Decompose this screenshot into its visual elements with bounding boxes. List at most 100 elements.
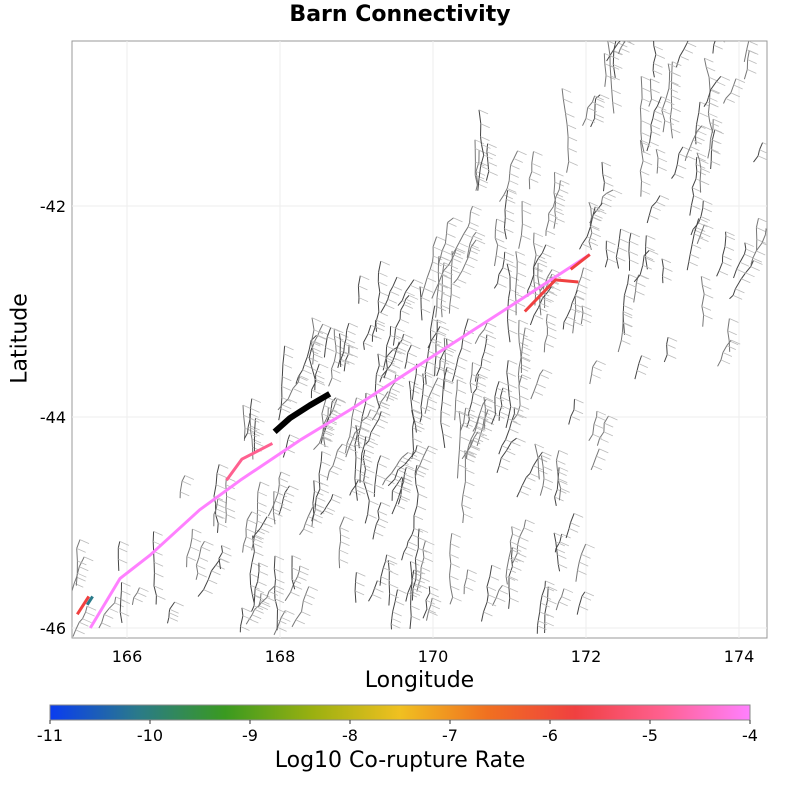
- fault-dip-tick: [558, 478, 568, 483]
- fault-dip-tick: [351, 417, 361, 423]
- fault-dip-tick: [332, 465, 343, 471]
- fault-dip-tick: [251, 438, 262, 444]
- fault-dip-tick: [497, 283, 507, 288]
- fault-dip-tick: [404, 464, 414, 470]
- fault-dip-tick: [388, 559, 398, 565]
- fault-dip-tick: [508, 383, 518, 389]
- fault-dip-tick: [661, 96, 671, 101]
- fault-dip-tick: [611, 89, 621, 95]
- fault-dip-tick: [318, 473, 329, 479]
- fault-dip-tick: [446, 366, 457, 372]
- fault-dip-tick: [340, 534, 350, 540]
- fault-dip-tick: [469, 382, 480, 388]
- fault-dip-tick: [254, 609, 264, 614]
- fault-trace: [572, 296, 577, 334]
- fault-dip-tick: [730, 92, 741, 98]
- fault-dip-tick: [497, 244, 507, 250]
- fault-dip-tick: [283, 498, 293, 504]
- fault-dip-tick: [486, 586, 497, 592]
- fault-dip-tick: [515, 250, 525, 256]
- fault-dip-tick: [609, 55, 620, 60]
- fault-dip-tick: [387, 368, 397, 373]
- fault-dip-tick: [274, 589, 284, 595]
- fault-dip-tick: [481, 358, 492, 364]
- fault-dip-tick: [375, 474, 386, 480]
- fault-dip-tick: [725, 235, 736, 241]
- fault-dip-tick: [319, 363, 329, 369]
- fault-dip-tick: [518, 319, 529, 325]
- fault-dip-tick: [354, 432, 365, 438]
- fault-dip-tick: [374, 587, 384, 593]
- fault-dip-tick: [390, 387, 400, 393]
- fault-dip-tick: [461, 504, 471, 510]
- fault-dip-tick: [555, 541, 565, 547]
- fault-dip-tick: [508, 329, 518, 335]
- fault-dip-tick: [243, 544, 253, 550]
- fault-dip-tick: [319, 442, 329, 448]
- fault-dip-tick: [416, 505, 427, 511]
- fault-dip-tick: [278, 477, 289, 483]
- fault-dip-tick: [186, 556, 197, 561]
- fault-dip-tick: [710, 138, 720, 144]
- fault-trace: [461, 450, 466, 524]
- fault-dip-tick: [396, 276, 407, 282]
- fault-dip-tick: [557, 489, 567, 494]
- fault-dip-tick: [380, 260, 390, 266]
- fault-dip-tick: [365, 402, 375, 408]
- fault-dip-tick: [555, 196, 566, 202]
- fault-dip-tick: [451, 269, 461, 274]
- fault-dip-tick: [488, 594, 498, 600]
- fault-dip-tick: [257, 520, 267, 526]
- fault-dip-tick: [299, 375, 309, 381]
- fault-dip-tick: [399, 318, 410, 324]
- fault-dip-tick: [540, 602, 550, 608]
- fault-dip-tick: [547, 599, 557, 605]
- fault-dip-tick: [510, 549, 521, 554]
- fault-dip-tick: [334, 335, 344, 341]
- fault-dip-tick: [463, 233, 473, 239]
- fault-dip-tick: [375, 424, 385, 429]
- fault-dip-tick: [512, 566, 522, 571]
- fault-dip-tick: [699, 159, 709, 165]
- fault-dip-tick: [247, 519, 257, 525]
- fault-dip-tick: [442, 433, 453, 439]
- fault-dip-tick: [544, 586, 555, 592]
- fault-dip-tick: [509, 173, 519, 178]
- colorbar-tick-label: -5: [642, 726, 658, 745]
- fault-dip-tick: [335, 397, 345, 403]
- fault-dip-tick: [363, 457, 373, 463]
- fault-dip-tick: [445, 243, 455, 248]
- fault-trace: [576, 591, 586, 615]
- fault-dip-tick: [541, 594, 552, 600]
- fault-dip-tick: [640, 132, 651, 137]
- fault-trace: [554, 533, 563, 553]
- fault-dip-tick: [544, 342, 554, 348]
- fault-dip-tick: [415, 569, 426, 575]
- fault-dip-tick: [593, 423, 604, 429]
- fault-dip-tick: [722, 261, 732, 267]
- fault-trace: [362, 449, 370, 524]
- fault-dip-tick: [745, 272, 755, 278]
- fault-trace: [615, 228, 622, 269]
- fault-trace: [390, 589, 398, 630]
- fault-dip-tick: [387, 298, 397, 304]
- fault-dip-tick: [616, 256, 626, 262]
- fault-dip-tick: [387, 355, 397, 360]
- fault-trace: [249, 413, 254, 460]
- fault-trace: [543, 313, 548, 353]
- fault-dip-tick: [547, 334, 557, 340]
- fault-dip-tick: [458, 410, 469, 416]
- fault-dip-tick: [397, 469, 408, 475]
- fault-dip-tick: [301, 611, 311, 617]
- fault-dip-tick: [623, 311, 633, 316]
- fault-dip-tick: [375, 319, 385, 325]
- fault-dip-tick: [120, 611, 130, 617]
- fault-dip-tick: [649, 214, 659, 220]
- fault-dip-tick: [638, 363, 648, 368]
- fault-dip-tick: [756, 239, 767, 244]
- fault-dip-tick: [454, 374, 464, 380]
- fault-dip-tick: [101, 622, 111, 628]
- fault-dip-tick: [747, 59, 757, 65]
- fault-dip-tick: [422, 373, 432, 378]
- fault-dip-tick: [389, 583, 399, 589]
